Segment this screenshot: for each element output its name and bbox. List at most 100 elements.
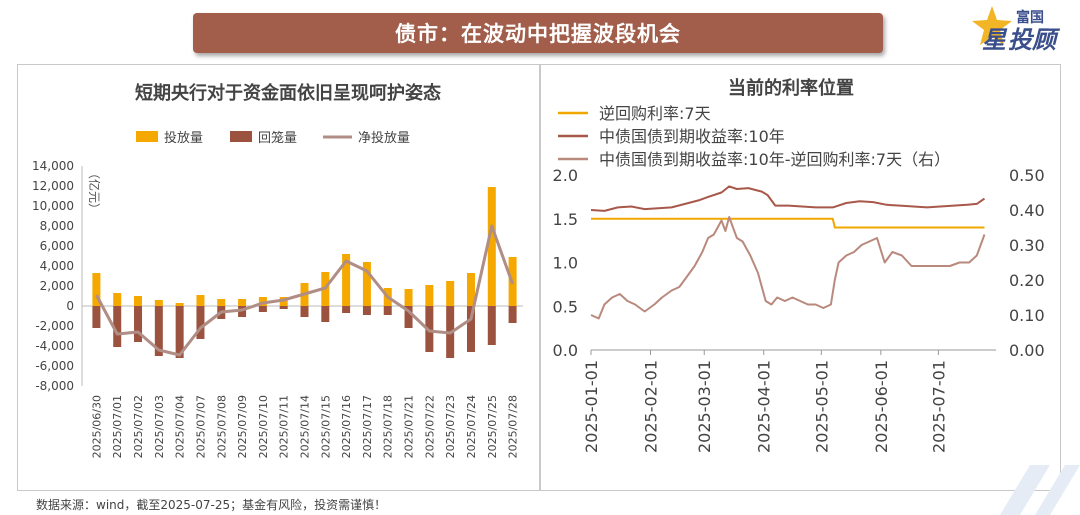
left-x-tick-label: 2025/07/01 [111,395,124,458]
bar-withdraw [134,306,143,342]
right-x-tick-label: 2025-01-01 [582,360,601,453]
left-x-tick-label: 2025/07/18 [382,395,395,458]
bar-inject [466,273,475,306]
logo-top-text: 富国 [1016,9,1044,26]
reverse-repo-line [591,217,985,229]
left-y-tick-label: -6,000 [35,359,74,373]
left-y-tick-label: 14,000 [32,159,74,173]
bar-inject [362,262,371,306]
left-x-tick-label: 2025/07/23 [444,395,457,458]
bar-inject [92,273,101,306]
left-x-tick-label: 2025/07/28 [507,395,520,458]
right-left-y-tick-label: 1.5 [553,210,578,229]
right-left-y-axis: 2.0 1.5 1.0 0.5 0.0 [553,166,578,360]
right-x-axis: 2025-01-01 2025-02-01 2025-03-01 2025-04-01… [582,349,996,453]
bar-inject [446,281,455,306]
right-x-tick-label: 2025-05-01 [812,360,831,453]
left-x-tick-label: 2025/07/03 [153,395,166,458]
legend-label-spread: 中债国债到期收益率:10年-逆回购利率:7天（右） [599,150,950,169]
right-x-tick-label: 2025-04-01 [755,360,774,453]
right-legend: 逆回购利率:7天 中债国债到期收益率:10年 中债国债到期收益率:10年-逆回购… [558,104,950,169]
left-x-tick-label: 2025/06/30 [90,395,103,458]
bar-withdraw [383,306,392,315]
left-x-tick-label: 2025/07/15 [319,395,332,458]
bar-withdraw [300,306,309,317]
bar-withdraw [258,306,267,312]
left-x-tick-label: 2025/07/08 [215,395,228,458]
right-right-y-tick-label: 0.30 [1009,236,1045,255]
banner-title: 债市：在波动中把握波段机会 [193,13,883,53]
left-net-line [95,224,515,357]
left-y-unit: （亿元） [87,167,102,215]
legend-label-repo: 逆回购利率:7天 [599,104,711,123]
left-x-tick-label: 2025/07/07 [194,395,207,458]
right-right-y-tick-label: 0.40 [1009,201,1045,220]
right-left-y-tick-label: 0.0 [553,341,578,360]
bar-withdraw [113,306,122,347]
bar-withdraw [342,306,351,313]
right-left-y-tick-label: 1.0 [553,254,578,273]
star-icon [972,6,1012,45]
yield-10y-line [590,185,986,212]
legend-label-inject: 投放量 [164,130,203,146]
decorative-shape [1000,465,1080,515]
footnote: 数据来源：wind，截至2025-07-25；基金有风险，投资需谨慎！ [36,498,387,512]
left-legend: 投放量 回笼量 净投放量 [136,130,410,146]
left-x-tick-label: 2025/07/09 [236,395,249,458]
brand-logo: 富国 星 投顾 [972,6,1061,54]
right-left-y-tick-label: 0.5 [553,297,578,316]
left-x-axis: 2025/06/30 2025/07/01 2025/07/02 2025/07/03… [90,395,519,458]
left-y-tick-label: 8,000 [40,219,74,233]
left-chart-panel: 短期央行对于资金面依旧呈现呵护姿态 投放量 回笼量 净投放量 （亿元） 14,0… [17,64,540,491]
legend-label-net: 净投放量 [358,130,410,146]
right-right-y-tick-label: 0.00 [1009,341,1045,360]
bar-inject [134,296,143,306]
bar-inject [113,293,122,306]
left-chart-title: 短期央行对于资金面依旧呈现呵护姿态 [135,82,441,104]
left-y-tick-label: -4,000 [35,339,74,353]
right-right-y-tick-label: 0.20 [1009,271,1045,290]
bar-withdraw [466,306,475,352]
bar-withdraw [154,306,163,356]
right-left-y-tick-label: 2.0 [553,166,578,185]
left-x-tick-label: 2025/07/10 [257,395,270,458]
bar-withdraw [362,306,371,315]
right-x-tick-label: 2025-02-01 [642,360,661,453]
legend-swatch-withdraw [230,131,252,142]
bar-inject [196,295,205,306]
bar-inject [342,254,351,306]
right-right-y-axis: 0.50 0.40 0.30 0.20 0.10 0.00 [1009,166,1045,360]
left-y-tick-label: 6,000 [40,239,74,253]
left-x-tick-label: 2025/07/02 [132,395,145,458]
left-x-tick-label: 2025/07/24 [465,395,478,458]
bar-withdraw [321,306,330,322]
left-x-tick-label: 2025/07/16 [340,395,353,458]
bar-inject [217,299,226,306]
legend-label-withdraw: 回笼量 [258,130,297,146]
left-y-tick-label: 10,000 [32,199,74,213]
spread-line [590,216,986,320]
bar-inject [175,303,184,306]
right-lines [590,185,986,320]
bar-inject [238,299,247,306]
legend-label-yield: 中债国债到期收益率:10年 [599,127,785,146]
right-chart: 当前的利率位置 逆回购利率:7天 中债国债到期收益率:10年 中债国债到期收益率… [553,77,1045,453]
bar-withdraw [279,306,288,309]
bar-withdraw [175,306,184,358]
bar-withdraw [404,306,413,328]
left-x-tick-label: 2025/07/14 [299,395,312,458]
legend-swatch-inject [136,131,158,142]
left-chart: 短期央行对于资金面依旧呈现呵护姿态 投放量 回笼量 净投放量 （亿元） 14,0… [32,82,523,458]
right-right-y-tick-label: 0.10 [1009,306,1045,325]
bar-inject [154,300,163,306]
logo-brand-b: 投顾 [1008,26,1061,54]
left-x-tick-label: 2025/07/22 [423,395,436,458]
left-y-tick-label: -8,000 [35,379,74,393]
left-y-tick-label: 0 [66,299,74,313]
bar-withdraw [487,306,496,345]
left-x-tick-label: 2025/07/25 [486,395,499,458]
bar-inject [404,289,413,306]
bar-inject [487,187,496,306]
net-inject-line [95,224,515,357]
left-x-tick-label: 2025/07/04 [174,395,187,458]
